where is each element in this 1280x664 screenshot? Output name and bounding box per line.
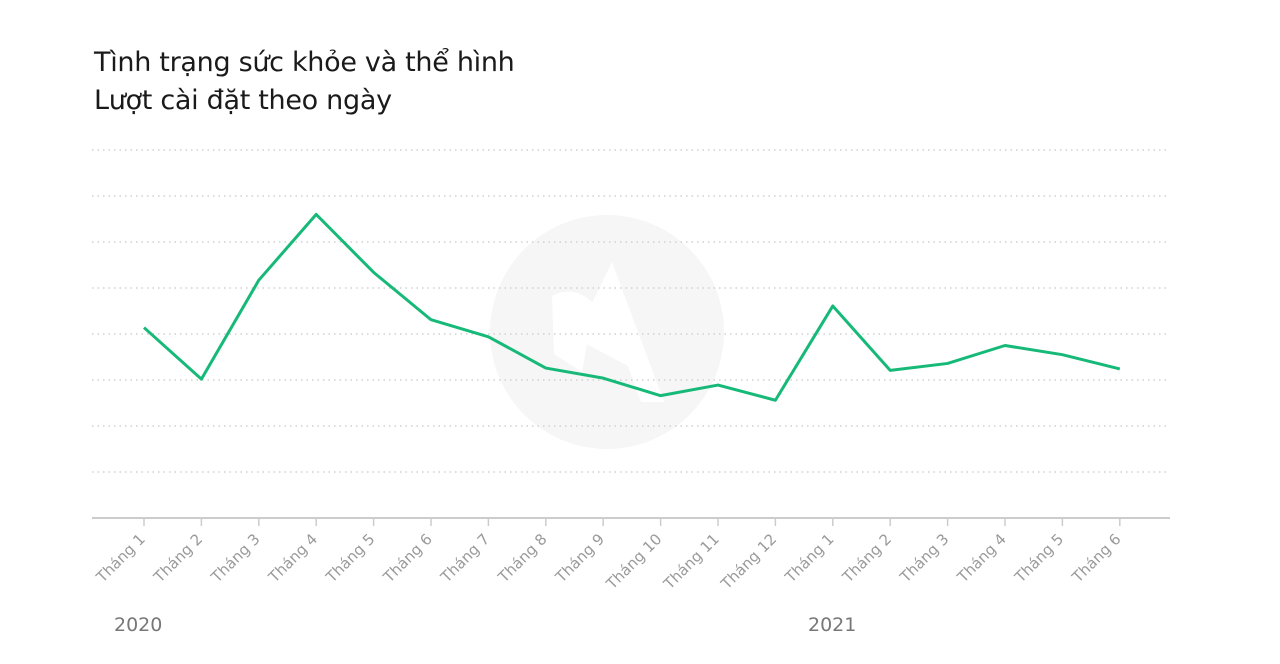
x-tick-label: Tháng 5 [1011,530,1068,587]
x-ticks [143,518,1121,526]
x-tick-label: Tháng 1 [781,530,838,587]
year-label-2021: 2021 [808,614,857,636]
x-tick-label: Tháng 2 [150,530,207,587]
x-tick-label: Tháng 7 [437,530,494,587]
chart-title: Tình trạng sức khỏe và thể hình [94,47,515,78]
x-tick-label: Tháng 11 [659,530,722,593]
x-tick-label: Tháng 2 [838,530,895,587]
series-line [142,212,1121,402]
x-tick-label: Tháng 3 [896,530,953,587]
x-tick-label: Tháng 3 [207,530,264,587]
gridlines [92,149,1170,473]
chart-subtitle: Lượt cài đặt theo ngày [94,85,392,116]
x-tick-label: Tháng 10 [602,530,665,593]
x-tick-labels: Tháng 1 Tháng 2 Tháng 3 Tháng 4 Tháng 5 Tháng… [92,530,1125,593]
x-tick-label: Tháng 6 [379,530,436,587]
x-tick-label: Tháng 8 [494,530,551,587]
x-tick-label: Tháng 4 [264,530,321,587]
title-block: Tình trạng sức khỏe và thể hình Lượt cài… [94,44,515,120]
x-tick-label: Tháng 4 [953,530,1010,587]
year-label-2020: 2020 [114,614,163,636]
x-tick-label: Tháng 5 [322,530,379,587]
x-tick-label: Tháng 12 [717,530,780,593]
x-tick-label: Tháng 1 [92,530,149,587]
watermark-logo-icon [490,215,724,449]
x-tick-label: Tháng 6 [1068,530,1125,587]
x-tick-label: Tháng 9 [551,530,608,587]
